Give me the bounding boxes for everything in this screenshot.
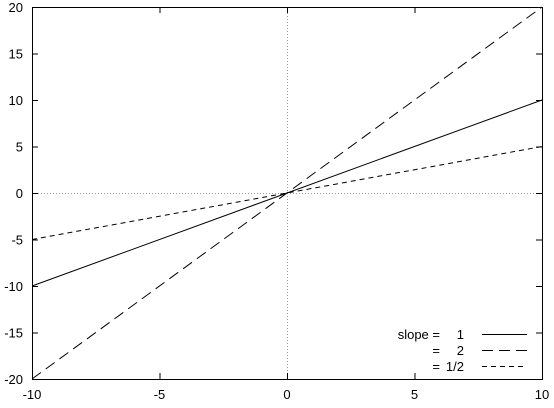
x-tick-label: -10	[23, 387, 42, 402]
y-tick-label: -20	[4, 372, 23, 387]
legend-prefix: =	[432, 359, 440, 374]
series-line-3	[31, 146, 543, 240]
y-tick-label: -10	[4, 279, 23, 294]
y-tick-label: 20	[9, 0, 23, 15]
x-tick-label: 10	[535, 387, 549, 402]
x-tick-label: 0	[283, 387, 290, 402]
y-tick-label: -5	[11, 233, 23, 248]
legend-entry-label: 1/2	[446, 359, 464, 374]
y-tick-label: 5	[16, 140, 23, 155]
x-tick-labels: -10 -5 0 5 10	[23, 387, 550, 402]
legend-prefix: =	[432, 343, 440, 358]
legend-prefix: slope =	[398, 327, 440, 342]
x-tick-label: 5	[411, 387, 418, 402]
y-tick-label: 10	[9, 93, 23, 108]
series-line-2	[31, 6, 543, 380]
y-tick-labels: -20 -15 -10 -5 0 5 10 15 20	[4, 0, 23, 387]
y-tick-label: -15	[4, 326, 23, 341]
tick-marks	[32, 7, 543, 380]
legend-entry-label: 2	[457, 343, 464, 358]
y-tick-label: 0	[16, 186, 23, 201]
series-lines	[31, 6, 543, 380]
legend-entry-label: 1	[457, 327, 464, 342]
y-tick-label: 15	[9, 47, 23, 62]
x-tick-label: -5	[154, 387, 166, 402]
legend: slope = 1 = 2 = 1/2	[398, 327, 527, 374]
